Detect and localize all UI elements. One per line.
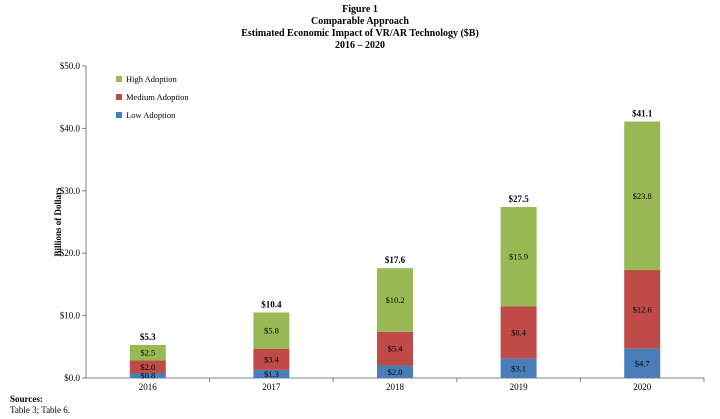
y-axis-title: Billions of Dollars bbox=[53, 187, 63, 257]
legend-label: High Adoption bbox=[126, 74, 178, 84]
y-tick-label: $30.0 bbox=[60, 186, 81, 196]
data-label: $3.4 bbox=[264, 354, 280, 364]
bar-segment bbox=[253, 348, 290, 370]
data-label: $8.4 bbox=[511, 327, 527, 337]
data-label: $12.6 bbox=[633, 304, 652, 314]
y-tick-label: $10.0 bbox=[60, 311, 81, 321]
y-tick-label: $0.0 bbox=[64, 373, 80, 383]
data-label: $5.4 bbox=[388, 344, 404, 354]
x-tick-label: 2018 bbox=[386, 382, 405, 392]
bar-segment bbox=[129, 344, 166, 361]
bar-segment bbox=[129, 360, 166, 374]
bar-segment bbox=[377, 331, 413, 366]
chart-title: Comparable Approach bbox=[311, 16, 409, 27]
bar-segment bbox=[500, 306, 537, 359]
sources-note: Sources: Table 3; Table 6. bbox=[10, 394, 70, 416]
bar-segment bbox=[253, 369, 290, 378]
bar-segment bbox=[377, 268, 413, 332]
bar-segment bbox=[624, 121, 661, 271]
x-tick-label: 2020 bbox=[633, 382, 652, 392]
x-tick-label: 2016 bbox=[139, 382, 158, 392]
data-label: $2.5 bbox=[140, 348, 155, 358]
data-label: $10.2 bbox=[385, 295, 404, 305]
total-label: $10.4 bbox=[261, 299, 282, 309]
bar-segment bbox=[500, 358, 537, 378]
legend-label: Low Adoption bbox=[126, 110, 176, 120]
y-tick-label: $50.0 bbox=[60, 61, 81, 71]
data-label: $23.8 bbox=[633, 191, 652, 201]
chart-titles: Figure 1 Comparable Approach Estimated E… bbox=[0, 4, 720, 52]
data-label: $2.0 bbox=[388, 367, 403, 377]
total-label: $27.5 bbox=[508, 194, 529, 204]
sources-label: Sources: bbox=[10, 394, 43, 404]
total-label: $5.3 bbox=[140, 332, 156, 342]
y-tick-label: $20.0 bbox=[60, 248, 81, 258]
data-label: $4.7 bbox=[635, 358, 650, 368]
bar-segment bbox=[624, 348, 661, 378]
bar-segment bbox=[377, 365, 413, 378]
total-label: $41.1 bbox=[632, 109, 653, 119]
bar-segment bbox=[624, 270, 661, 349]
y-tick-label: $40.0 bbox=[60, 123, 81, 133]
legend-label: Medium Adoption bbox=[126, 92, 189, 102]
bar-segment bbox=[500, 207, 537, 307]
data-label: $3.1 bbox=[511, 363, 526, 373]
data-label: $5.8 bbox=[264, 326, 279, 336]
x-tick-label: 2019 bbox=[510, 382, 529, 392]
chart-date-range: 2016 – 2020 bbox=[335, 40, 385, 51]
x-tick-label: 2017 bbox=[262, 382, 281, 392]
sources-text: Table 3; Table 6. bbox=[10, 405, 71, 415]
data-label: $15.9 bbox=[509, 252, 528, 262]
legend-swatch bbox=[116, 76, 122, 82]
figure-label: Figure 1 bbox=[342, 4, 378, 15]
data-label: $0.8 bbox=[140, 371, 155, 381]
bar-segment bbox=[129, 373, 166, 378]
total-label: $17.6 bbox=[385, 255, 406, 265]
legend-swatch bbox=[116, 94, 122, 100]
data-label: $2.0 bbox=[140, 362, 155, 372]
chart-subtitle: Estimated Economic Impact of VR/AR Techn… bbox=[241, 28, 479, 39]
data-label: $1.3 bbox=[264, 369, 279, 379]
bar-segment bbox=[253, 312, 290, 349]
legend-swatch bbox=[116, 112, 122, 118]
